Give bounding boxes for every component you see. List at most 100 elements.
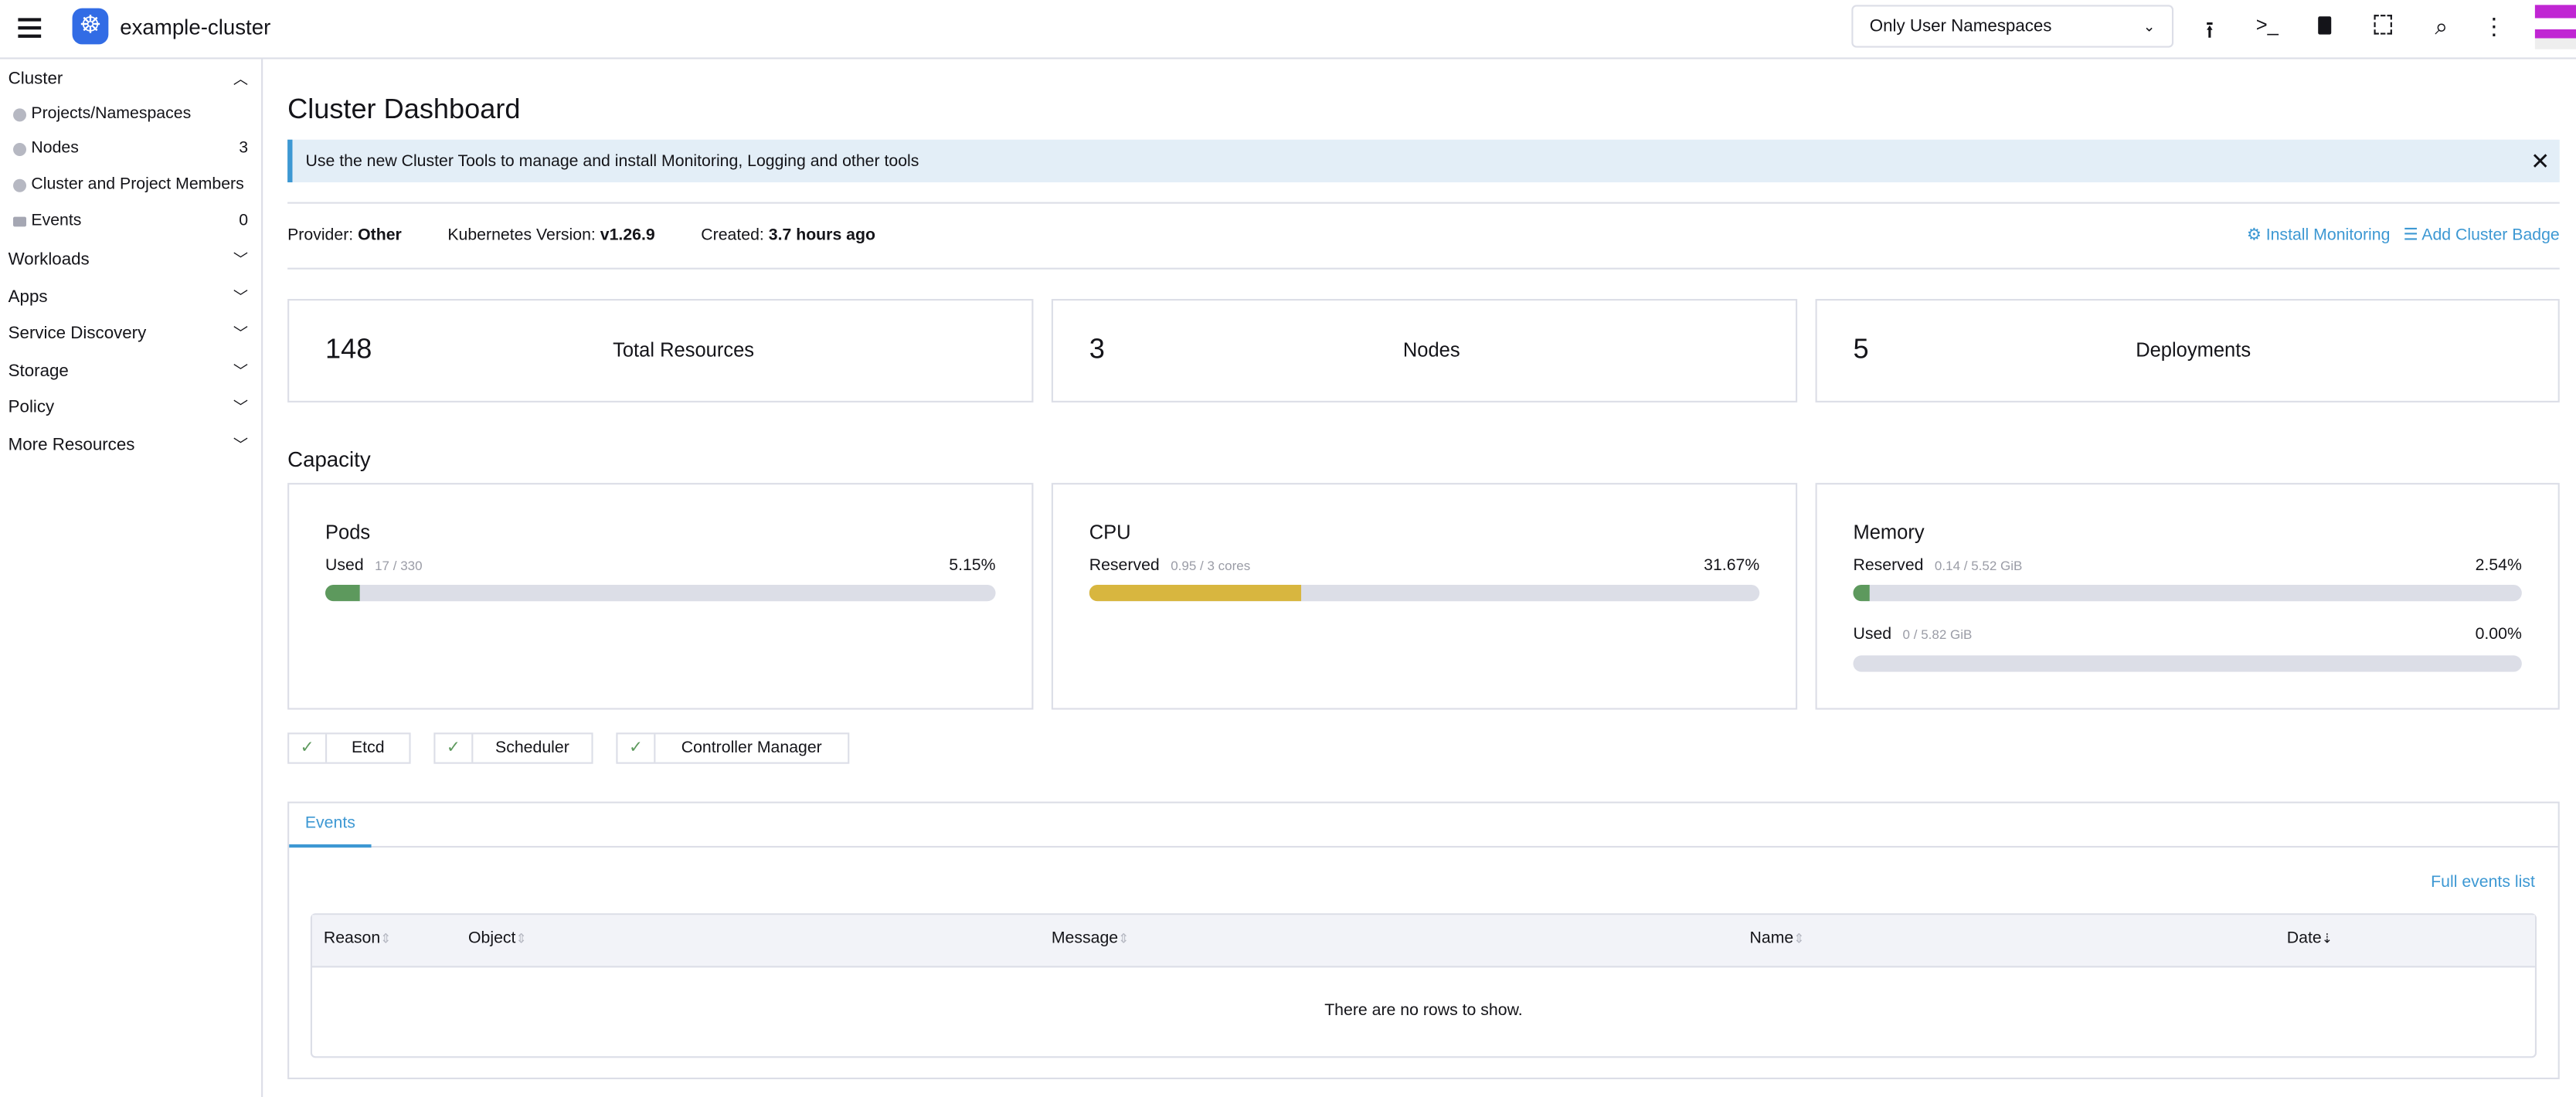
card-title: Memory bbox=[1853, 521, 1925, 544]
gauge-label-text: Reserved bbox=[1089, 556, 1160, 576]
sidebar-group-apps[interactable]: Apps ﹀ bbox=[8, 286, 248, 307]
sidebar-group-label: Cluster bbox=[8, 68, 63, 88]
cpu-progress-bar bbox=[1089, 584, 1760, 602]
namespace-filter-value: Only User Namespaces bbox=[1869, 16, 2052, 36]
column-header-name[interactable]: Name⇕ bbox=[1750, 929, 1805, 947]
column-header-reason[interactable]: Reason⇕ bbox=[324, 929, 392, 947]
events-panel: Events Full events list There are no row… bbox=[287, 801, 2560, 1079]
kubeconfig-file-icon[interactable] bbox=[2312, 13, 2338, 39]
column-label: Reason bbox=[323, 929, 381, 948]
k8s-label: Kubernetes Version: bbox=[447, 226, 596, 245]
tab-divider bbox=[289, 846, 2558, 848]
sidebar-group-more-resources[interactable]: More Resources ﹀ bbox=[8, 433, 248, 455]
hamburger-menu-icon[interactable] bbox=[18, 18, 42, 38]
chevron-down-icon: ﹀ bbox=[233, 289, 249, 306]
check-icon: ✓ bbox=[617, 734, 656, 762]
gauge-label: Reserved 0.95 / 3 cores bbox=[1089, 557, 1251, 575]
sidebar-group-label: Storage bbox=[8, 360, 69, 381]
sidebar-item-members[interactable]: Cluster and Project Members bbox=[13, 176, 248, 194]
globe-icon bbox=[13, 178, 27, 192]
full-events-list-link[interactable]: Full events list bbox=[2431, 874, 2535, 892]
sort-icon: ⇕ bbox=[1118, 931, 1130, 946]
gauge-detail: 17 / 330 bbox=[375, 558, 423, 574]
kubectl-shell-icon[interactable]: >_ bbox=[2255, 13, 2279, 36]
sidebar-group-label: Policy bbox=[8, 396, 55, 417]
add-badge-label: Add Cluster Badge bbox=[2421, 226, 2560, 245]
more-options-icon[interactable]: ⋮ bbox=[2482, 13, 2506, 40]
sidebar-group-label: Workloads bbox=[8, 249, 90, 269]
count-value: 5 bbox=[1853, 333, 1869, 365]
gauge-detail: 0.95 / 3 cores bbox=[1171, 558, 1251, 574]
count-value: 3 bbox=[1089, 333, 1105, 365]
sort-icon: ⇕ bbox=[380, 931, 392, 946]
sidebar: Cluster ︿ Projects/Namespaces Nodes 3 Clus… bbox=[0, 59, 263, 1097]
add-cluster-badge-link[interactable]: ☰ Add Cluster Badge bbox=[2403, 226, 2559, 244]
chevron-down-icon: ⌄ bbox=[2143, 17, 2156, 34]
gauge-label-text: Used bbox=[325, 556, 364, 576]
cpu-capacity-card: CPU Reserved 0.95 / 3 cores 31.67% bbox=[1051, 483, 1798, 710]
sidebar-item-projects-namespaces[interactable]: Projects/Namespaces bbox=[13, 105, 248, 123]
gauge-percent: 2.54% bbox=[2475, 556, 2522, 576]
sidebar-group-storage[interactable]: Storage ﹀ bbox=[8, 360, 248, 382]
gauge-percent: 5.15% bbox=[949, 556, 996, 576]
sidebar-item-events[interactable]: Events 0 bbox=[13, 212, 249, 230]
total-resources-card[interactable]: 148 Total Resources bbox=[287, 298, 1034, 402]
memory-used-progress-bar bbox=[1853, 655, 2522, 672]
count-label: Total Resources bbox=[613, 338, 755, 362]
divider bbox=[287, 267, 2560, 270]
empty-table-message: There are no rows to show. bbox=[1324, 1002, 1523, 1021]
deployments-card[interactable]: 5 Deployments bbox=[1815, 298, 2560, 402]
sidebar-group-service-discovery[interactable]: Service Discovery ﹀ bbox=[8, 322, 248, 344]
check-icon: ✓ bbox=[435, 734, 474, 762]
gauge-detail: 0 / 5.82 GiB bbox=[1902, 627, 1973, 643]
close-icon[interactable]: ✕ bbox=[2530, 147, 2551, 174]
sidebar-group-cluster[interactable]: Cluster ︿ bbox=[8, 67, 248, 89]
chevron-up-icon: ︿ bbox=[233, 70, 249, 87]
sidebar-group-policy[interactable]: Policy ﹀ bbox=[8, 396, 248, 417]
component-label: Controller Manager bbox=[681, 739, 822, 758]
copy-kubeconfig-icon[interactable] bbox=[2369, 13, 2395, 39]
gauge-percent: 31.67% bbox=[1704, 556, 1760, 576]
sort-descending-icon: ⇣ bbox=[2321, 931, 2333, 946]
user-avatar[interactable] bbox=[2534, 5, 2576, 49]
sidebar-item-label: Cluster and Project Members bbox=[31, 175, 244, 194]
import-yaml-icon[interactable]: ⭱ bbox=[2205, 16, 2214, 43]
check-icon: ✓ bbox=[289, 734, 328, 762]
pods-capacity-card: Pods Used 17 / 330 5.15% bbox=[287, 483, 1034, 710]
card-title: CPU bbox=[1089, 521, 1131, 544]
sidebar-item-label: Events bbox=[31, 212, 82, 230]
namespace-filter-select[interactable]: Only User Namespaces ⌄ bbox=[1851, 5, 2174, 48]
gauge-detail: 0.14 / 5.52 GiB bbox=[1934, 558, 2023, 574]
component-label: Etcd bbox=[351, 739, 385, 758]
column-header-date[interactable]: Date⇣ bbox=[2287, 929, 2333, 947]
search-icon[interactable]: ⌕ bbox=[2435, 13, 2449, 40]
progress-fill bbox=[325, 584, 360, 602]
gear-icon: ⚙ bbox=[2246, 226, 2262, 245]
sidebar-item-count: 0 bbox=[239, 212, 249, 230]
component-label: Scheduler bbox=[495, 739, 569, 758]
nodes-card[interactable]: 3 Nodes bbox=[1051, 298, 1798, 402]
count-label: Deployments bbox=[2136, 338, 2251, 362]
provider-label: Provider: bbox=[287, 226, 354, 245]
sort-icon: ⇕ bbox=[515, 931, 527, 946]
column-header-message[interactable]: Message⇕ bbox=[1052, 929, 1130, 947]
gauge-label-text: Used bbox=[1853, 626, 1892, 644]
divider bbox=[287, 202, 2560, 204]
tab-events[interactable]: Events bbox=[289, 803, 372, 848]
sidebar-item-count: 3 bbox=[239, 139, 249, 158]
count-value: 148 bbox=[325, 333, 372, 365]
pods-progress-bar bbox=[325, 584, 996, 602]
provider-value: Other bbox=[358, 226, 402, 245]
gauge-label-text: Reserved bbox=[1853, 556, 1924, 576]
top-header: ☸ example-cluster Only User Namespaces ⌄… bbox=[0, 0, 2576, 59]
sidebar-item-nodes[interactable]: Nodes 3 bbox=[13, 140, 248, 158]
column-header-object[interactable]: Object⇕ bbox=[468, 929, 527, 947]
sidebar-group-workloads[interactable]: Workloads ﹀ bbox=[8, 248, 248, 270]
k8s-version: v1.26.9 bbox=[600, 226, 655, 245]
created-label: Created: bbox=[701, 226, 764, 245]
sort-icon: ⇕ bbox=[1793, 931, 1805, 946]
kubernetes-logo-icon: ☸ bbox=[72, 8, 109, 45]
install-monitoring-link[interactable]: ⚙ Install Monitoring bbox=[2247, 226, 2391, 244]
memory-reserved-progress-bar bbox=[1853, 584, 2522, 602]
